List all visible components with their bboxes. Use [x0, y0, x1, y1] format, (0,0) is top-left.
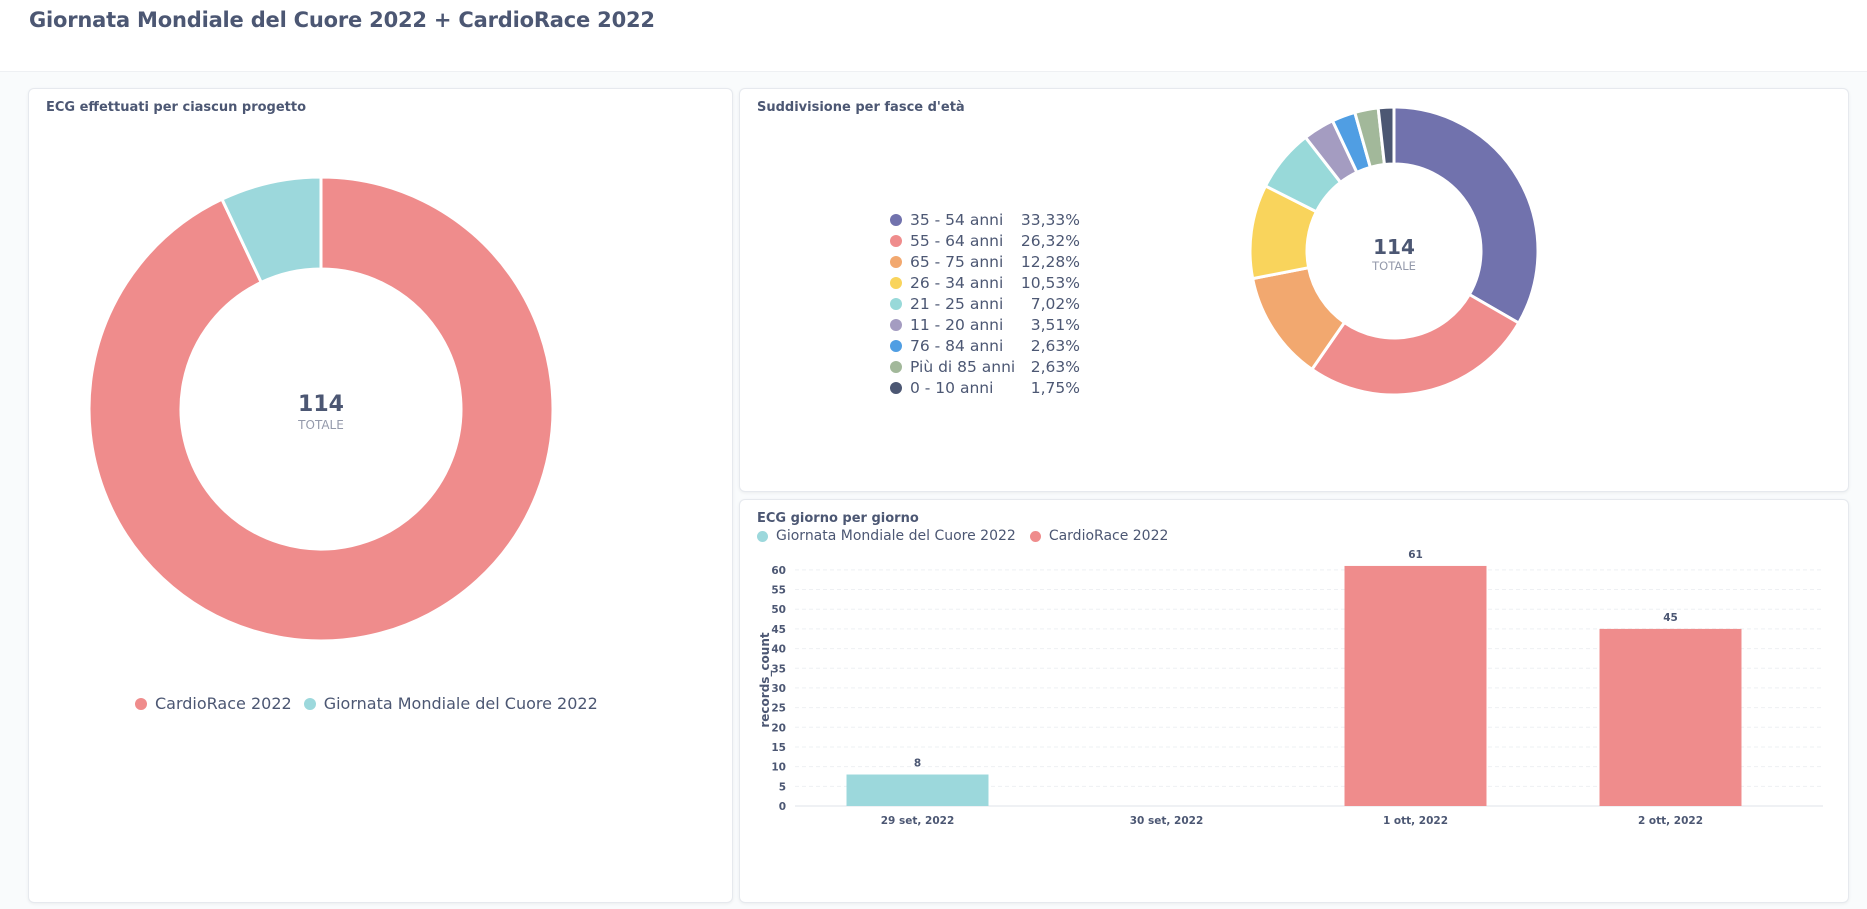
- legend-label-giornata[interactable]: Giornata Mondiale del Cuore 2022: [776, 528, 1016, 544]
- age-legend-label: 21 - 25 anni: [910, 294, 1004, 313]
- projects-slice-cardiorace-2022[interactable]: [87, 175, 555, 643]
- projects-card-title[interactable]: ECG effettuati per ciascun progetto: [46, 100, 307, 115]
- age-legend-percent: 1,75%: [1030, 378, 1080, 397]
- x-tick-label: 2 ott, 2022: [1638, 815, 1703, 827]
- legend-dot-giornata: [757, 530, 768, 542]
- age-legend-percent: 12,28%: [1020, 252, 1080, 271]
- age-legend-percent: 33,33%: [1020, 210, 1080, 229]
- page-title: Giornata Mondiale del Cuore 2022 + Cardi…: [29, 8, 655, 32]
- legend-dot-35-54-anni: [890, 213, 902, 226]
- y-tick-label: 10: [771, 762, 786, 774]
- age-legend: 35 - 54 anni 33,33% 55 - 64 anni 26,32% 65 -…: [890, 209, 1110, 398]
- age-card-title[interactable]: Suddivisione per fasce d'età: [757, 100, 965, 115]
- legend-dot-11-20-anni: [890, 318, 902, 331]
- y-tick-label: 50: [771, 604, 786, 616]
- age-legend-item[interactable]: 21 - 25 anni 7,02%: [890, 293, 1110, 314]
- y-tick-label: 55: [771, 585, 786, 597]
- y-tick-label: 20: [771, 722, 786, 734]
- y-tick-label: 5: [779, 781, 786, 793]
- y-tick-label: 0: [779, 801, 786, 813]
- age-legend-label: Più di 85 anni: [910, 357, 1016, 376]
- y-tick-label: 25: [771, 703, 786, 715]
- y-tick-label: 45: [771, 624, 786, 636]
- legend-dot-0-10-anni: [890, 381, 902, 394]
- age-donut-chart: 114 TOTALE: [1248, 105, 1540, 397]
- age-legend-item[interactable]: 11 - 20 anni 3,51%: [890, 314, 1110, 335]
- age-legend-item[interactable]: Più di 85 anni 2,63%: [890, 356, 1110, 377]
- age-legend-label: 11 - 20 anni: [910, 315, 1004, 334]
- projects-total-value: 114: [298, 392, 344, 417]
- bar-cardiorace-2022-1-ott-2022[interactable]: [1344, 565, 1487, 806]
- daily-legend: Giornata Mondiale del Cuore 2022 CardioR…: [757, 528, 1168, 544]
- legend-label-giornata-mondiale-del-cuore-2022[interactable]: Giornata Mondiale del Cuore 2022: [323, 694, 598, 713]
- y-axis-label: records_count: [758, 632, 773, 728]
- legend-dot-76-84-anni: [890, 339, 902, 352]
- age-legend-item[interactable]: 55 - 64 anni 26,32%: [890, 230, 1110, 251]
- age-legend-percent: 7,02%: [1030, 294, 1080, 313]
- age-legend-label: 55 - 64 anni: [910, 231, 1004, 250]
- legend-dot-65-75-anni: [890, 255, 902, 268]
- age-legend-label: 76 - 84 anni: [910, 336, 1004, 355]
- age-legend-label: 35 - 54 anni: [910, 210, 1004, 229]
- legend-dot-pi-di-85-anni: [890, 360, 902, 373]
- x-tick-label: 29 set, 2022: [881, 815, 955, 827]
- age-legend-percent: 26,32%: [1020, 231, 1080, 250]
- age-legend-label: 26 - 34 anni: [910, 273, 1004, 292]
- age-slice-0-10-anni[interactable]: [1376, 105, 1396, 167]
- y-tick-label: 60: [771, 565, 786, 577]
- y-tick-label: 35: [771, 663, 786, 675]
- projects-legend: CardioRace 2022 Giornata Mondiale del Cuo…: [135, 694, 610, 713]
- x-tick-label: 1 ott, 2022: [1383, 815, 1448, 827]
- age-card: Suddivisione per fasce d'età 35 - 54 ann…: [739, 88, 1849, 492]
- age-legend-percent: 3,51%: [1030, 315, 1080, 334]
- legend-dot-21-25-anni: [890, 297, 902, 310]
- x-tick-label: 30 set, 2022: [1130, 815, 1204, 827]
- age-legend-percent: 10,53%: [1020, 273, 1080, 292]
- daily-card: ECG giorno per giorno Giornata Mondiale …: [739, 499, 1849, 903]
- age-total-label: TOTALE: [1371, 259, 1416, 273]
- projects-slice-giornata-mondiale-del-cuore-2022[interactable]: [219, 175, 323, 285]
- legend-dot-giornata-mondiale-del-cuore-2022: [303, 697, 316, 710]
- bar-data-label: 8: [914, 758, 921, 770]
- y-tick-label: 30: [771, 683, 786, 695]
- legend-label-cardiorace-2022[interactable]: CardioRace 2022: [155, 694, 292, 713]
- dashboard-header: Giornata Mondiale del Cuore 2022 + Cardi…: [0, 0, 1867, 72]
- age-legend-item[interactable]: 26 - 34 anni 10,53%: [890, 272, 1110, 293]
- projects-card: ECG effettuati per ciascun progetto 114 …: [28, 88, 733, 903]
- age-slice-35-54-anni[interactable]: [1392, 105, 1540, 326]
- age-legend-percent: 2,63%: [1030, 357, 1080, 376]
- daily-card-title[interactable]: ECG giorno per giorno: [757, 511, 919, 526]
- age-legend-item[interactable]: 76 - 84 anni 2,63%: [890, 335, 1110, 356]
- bar-cardiorace-2022-2-ott-2022[interactable]: [1599, 628, 1742, 806]
- legend-dot-55-64-anni: [890, 234, 902, 247]
- age-total-value: 114: [1373, 235, 1415, 259]
- bar-data-label: 61: [1408, 549, 1423, 561]
- age-legend-label: 0 - 10 anni: [910, 378, 994, 397]
- bar-giornata-mondiale-del-cuore-2022-29-set-2022[interactable]: [846, 774, 989, 806]
- legend-dot-26-34-anni: [890, 276, 902, 289]
- y-tick-label: 40: [771, 644, 786, 656]
- age-legend-item[interactable]: 65 - 75 anni 12,28%: [890, 251, 1110, 272]
- daily-bar-chart: 0 5 10 15 20 25 30 35 40 45 50 55 60 8 61 45 29 set, 2…: [758, 549, 1823, 827]
- legend-dot-cardiorace: [1029, 530, 1041, 542]
- age-legend-percent: 2,63%: [1030, 336, 1080, 355]
- legend-dot-cardiorace-2022: [135, 697, 147, 710]
- legend-label-cardiorace[interactable]: CardioRace 2022: [1048, 528, 1169, 544]
- age-legend-item[interactable]: 0 - 10 anni 1,75%: [890, 377, 1110, 398]
- bar-data-label: 45: [1663, 612, 1678, 624]
- y-tick-label: 15: [771, 742, 786, 754]
- age-legend-item[interactable]: 35 - 54 anni 33,33%: [890, 209, 1110, 230]
- projects-total-label: TOTALE: [297, 418, 344, 432]
- age-legend-label: 65 - 75 anni: [910, 252, 1004, 271]
- projects-donut-chart: 114 TOTALE: [87, 175, 555, 643]
- age-slice-55-64-anni[interactable]: [1309, 292, 1521, 397]
